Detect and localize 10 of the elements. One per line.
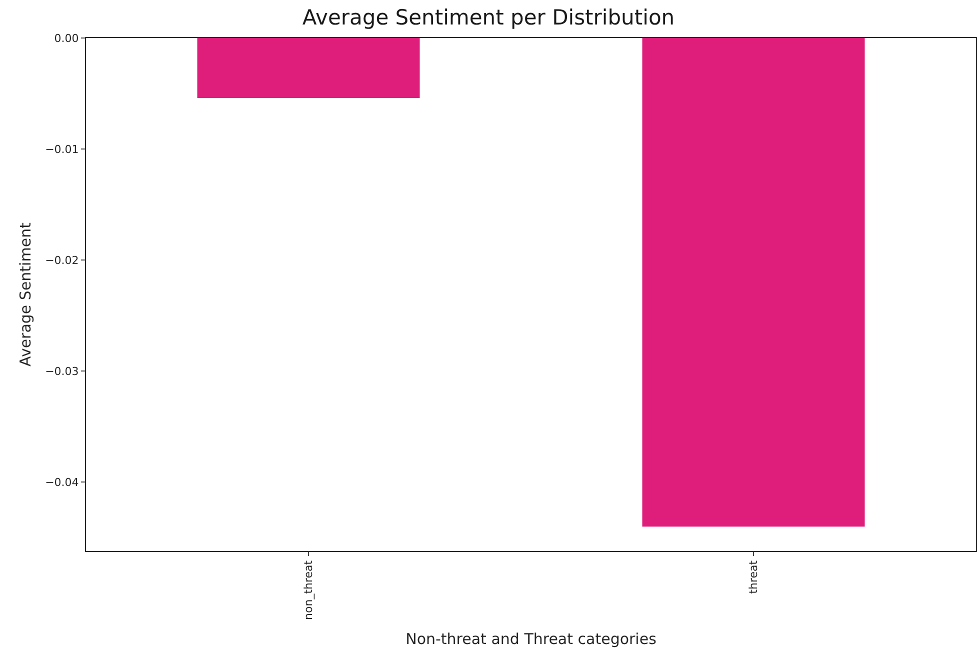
y-axis-title: Average Sentiment bbox=[16, 222, 34, 366]
y-tick-label: −0.02 bbox=[45, 254, 79, 267]
y-tick-label: 0.00 bbox=[54, 32, 79, 45]
y-tick-label: −0.01 bbox=[45, 142, 79, 156]
y-tick-label: −0.04 bbox=[45, 476, 79, 490]
chart-title: Average Sentiment per Distribution bbox=[302, 6, 675, 30]
y-tick-label: −0.03 bbox=[45, 364, 79, 378]
x-axis-title: Non-threat and Threat categories bbox=[406, 630, 657, 648]
x-tick-label: non_threat bbox=[302, 560, 316, 620]
x-tick-label: threat bbox=[747, 560, 760, 594]
